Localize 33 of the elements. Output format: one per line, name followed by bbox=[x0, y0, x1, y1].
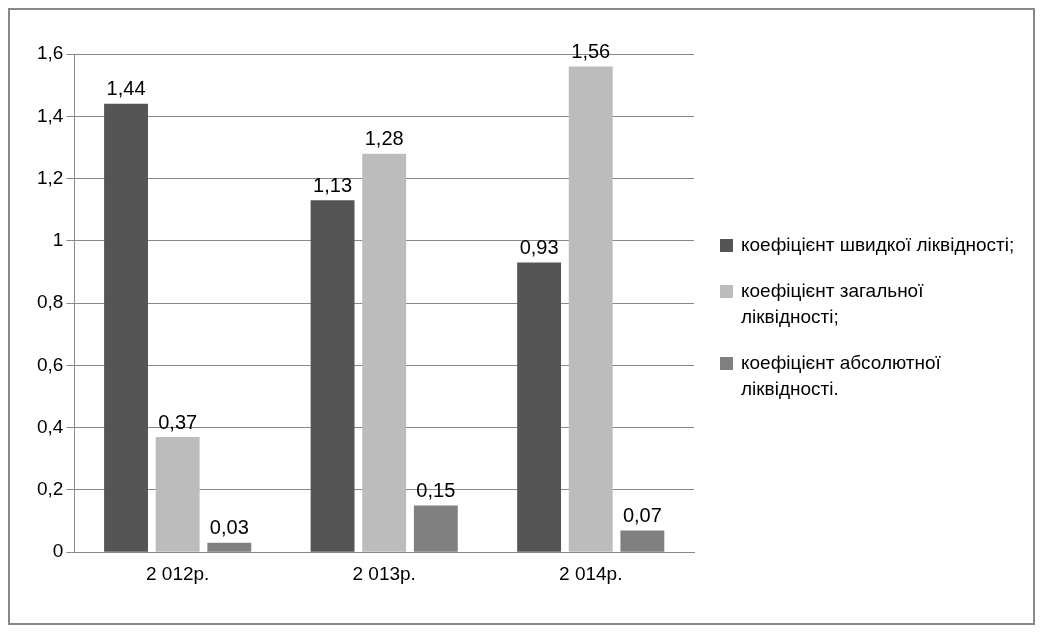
data-label: 1,56 bbox=[571, 39, 611, 62]
data-label: 0,15 bbox=[416, 479, 456, 502]
y-tick-label: 1 bbox=[52, 229, 64, 251]
y-tick-label: 0,4 bbox=[36, 415, 64, 437]
data-label: 0,93 bbox=[519, 236, 559, 259]
y-tick-label: 0,6 bbox=[36, 353, 64, 375]
bar bbox=[155, 436, 200, 552]
x-tick-label: 2 012р. bbox=[145, 562, 210, 584]
y-tick-label: 0,8 bbox=[36, 291, 64, 313]
data-label: 0,07 bbox=[622, 503, 662, 526]
bar bbox=[310, 200, 355, 552]
y-tick-label: 1,4 bbox=[36, 104, 64, 126]
x-tick-label: 2 013р. bbox=[352, 562, 416, 584]
legend-label: коефіцієнт швидкої ліквідності; bbox=[741, 232, 1015, 257]
data-label: 1,13 bbox=[313, 173, 353, 196]
bar bbox=[413, 505, 458, 552]
y-tick-label: 0 bbox=[52, 540, 64, 562]
data-label: 0,03 bbox=[209, 516, 249, 539]
bar bbox=[207, 542, 252, 552]
data-label: 0,37 bbox=[158, 410, 198, 433]
x-tick-label: 2 014р. bbox=[559, 562, 623, 584]
bar bbox=[362, 153, 407, 552]
y-tick-label: 0,2 bbox=[36, 478, 64, 500]
data-label: 1,28 bbox=[364, 127, 404, 150]
bar bbox=[620, 530, 665, 552]
data-label: 1,44 bbox=[106, 77, 146, 100]
legend-label: коефіцієнт абсолютної ліквідності. bbox=[741, 350, 942, 401]
y-tick-label: 1,6 bbox=[36, 42, 64, 64]
bar bbox=[568, 66, 613, 552]
bar bbox=[517, 262, 562, 552]
legend-label: коефіцієнт загальної ліквідності; bbox=[741, 278, 925, 329]
y-tick-label: 1,2 bbox=[36, 166, 64, 188]
bar bbox=[104, 103, 148, 552]
